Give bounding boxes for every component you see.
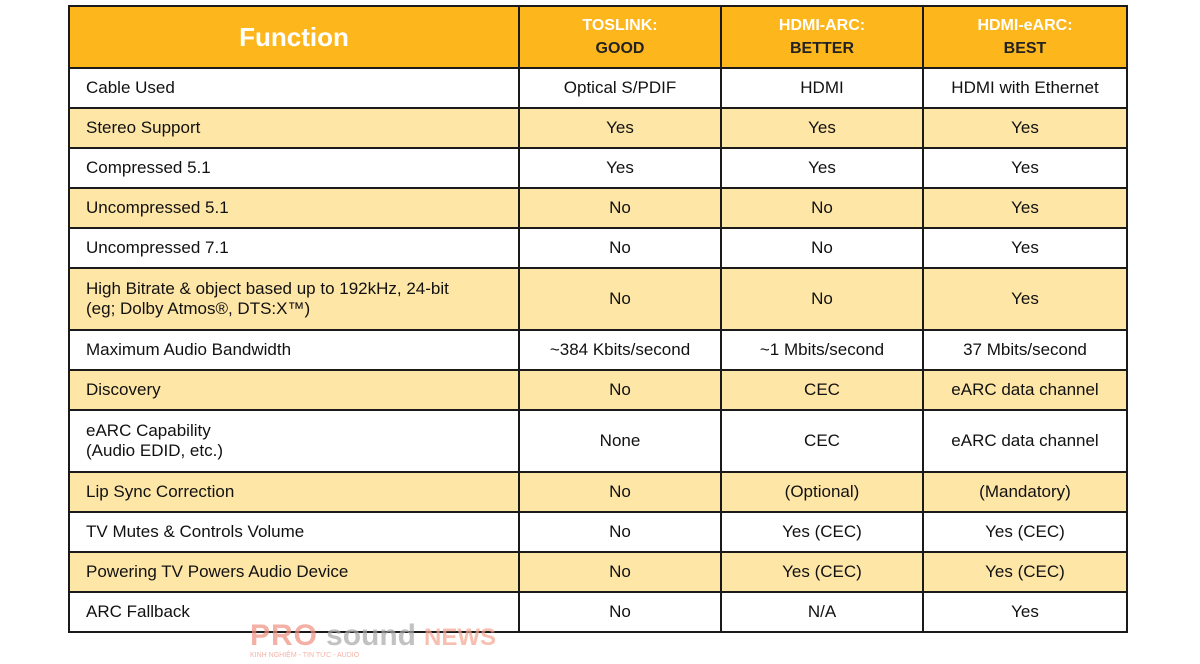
- value-cell: Yes: [922, 591, 1128, 633]
- table-row: Uncompressed 5.1 No No Yes: [68, 187, 1128, 229]
- column-name: HDMI-eARC:: [977, 17, 1073, 34]
- function-label: High Bitrate & object based up to 192kHz…: [86, 279, 449, 298]
- table-row: eARC Capability (Audio EDID, etc.) None CEC…: [68, 409, 1128, 473]
- table-row: ARC Fallback No N/A Yes: [68, 591, 1128, 633]
- value-cell: Yes (CEC): [720, 551, 924, 593]
- value-cell: Yes (CEC): [720, 511, 924, 553]
- function-cell: Discovery: [68, 369, 520, 411]
- logo-tagline: KINH NGHIỆM - TIN TỨC - AUDIO: [250, 652, 360, 659]
- value-cell: Yes: [720, 147, 924, 189]
- value-cell: No: [518, 267, 722, 331]
- value-cell: CEC: [720, 369, 924, 411]
- function-cell: TV Mutes & Controls Volume: [68, 511, 520, 553]
- function-cell: ARC Fallback: [68, 591, 520, 633]
- function-label: Discovery: [86, 380, 161, 399]
- value-cell: Yes (CEC): [922, 511, 1128, 553]
- function-label: Uncompressed 5.1: [86, 198, 229, 217]
- function-label: eARC Capability: [86, 421, 211, 440]
- function-label: TV Mutes & Controls Volume: [86, 522, 305, 541]
- value-cell: Yes: [518, 107, 722, 149]
- value-cell: No: [518, 187, 722, 229]
- value-cell: No: [518, 227, 722, 269]
- function-cell: eARC Capability (Audio EDID, etc.): [68, 409, 520, 473]
- table-row: Lip Sync Correction No (Optional) (Mandator…: [68, 471, 1128, 513]
- value-cell: eARC data channel: [922, 369, 1128, 411]
- column-name: TOSLINK:: [582, 17, 658, 34]
- function-cell: Lip Sync Correction: [68, 471, 520, 513]
- function-label: Stereo Support: [86, 118, 201, 137]
- value-cell: N/A: [720, 591, 924, 633]
- value-cell: eARC data channel: [922, 409, 1128, 473]
- value-cell: No: [518, 591, 722, 633]
- column-rating: GOOD: [595, 40, 645, 57]
- header-row: Function TOSLINK: GOOD HDMI-ARC: BETTER HD…: [68, 5, 1128, 69]
- value-cell: No: [720, 267, 924, 331]
- value-cell: Yes: [518, 147, 722, 189]
- value-cell: None: [518, 409, 722, 473]
- value-cell: CEC: [720, 409, 924, 473]
- table-row: Uncompressed 7.1 No No Yes: [68, 227, 1128, 269]
- table-row: Discovery No CEC eARC data channel: [68, 369, 1128, 411]
- function-cell: Compressed 5.1: [68, 147, 520, 189]
- value-cell: HDMI with Ethernet: [922, 67, 1128, 109]
- function-label: Powering TV Powers Audio Device: [86, 562, 349, 581]
- table-row: Maximum Audio Bandwidth ~384 Kbits/second…: [68, 329, 1128, 371]
- header-function: Function: [68, 5, 520, 69]
- value-cell: Yes: [922, 147, 1128, 189]
- function-cell: Uncompressed 7.1: [68, 227, 520, 269]
- column-rating: BETTER: [790, 40, 854, 57]
- function-cell: Uncompressed 5.1: [68, 187, 520, 229]
- function-label: ARC Fallback: [86, 602, 190, 621]
- header-hdmi-arc: HDMI-ARC: BETTER: [720, 5, 924, 69]
- value-cell: (Mandatory): [922, 471, 1128, 513]
- function-cell: Stereo Support: [68, 107, 520, 149]
- table-row: TV Mutes & Controls Volume No Yes (CEC) Yes…: [68, 511, 1128, 553]
- value-cell: Yes: [922, 267, 1128, 331]
- value-cell: No: [720, 227, 924, 269]
- value-cell: ~384 Kbits/second: [518, 329, 722, 371]
- column-name: HDMI-ARC:: [778, 17, 866, 34]
- function-label: Maximum Audio Bandwidth: [86, 340, 292, 359]
- value-cell: No: [720, 187, 924, 229]
- table-row: High Bitrate & object based up to 192kHz…: [68, 267, 1128, 331]
- function-cell: Maximum Audio Bandwidth: [68, 329, 520, 371]
- value-cell: 37 Mbits/second: [922, 329, 1128, 371]
- function-label: (eg; Dolby Atmos®, DTS:X™): [86, 299, 311, 318]
- value-cell: No: [518, 471, 722, 513]
- table-row: Cable Used Optical S/PDIF HDMI HDMI with Et…: [68, 67, 1128, 109]
- comparison-table: Function TOSLINK: GOOD HDMI-ARC: BETTER HD…: [68, 5, 1128, 633]
- value-cell: Yes: [922, 227, 1128, 269]
- value-cell: No: [518, 511, 722, 553]
- function-label: Compressed 5.1: [86, 158, 211, 177]
- function-label: Uncompressed 7.1: [86, 238, 229, 257]
- value-cell: ~1 Mbits/second: [720, 329, 924, 371]
- table-row: Stereo Support Yes Yes Yes: [68, 107, 1128, 149]
- value-cell: No: [518, 369, 722, 411]
- value-cell: HDMI: [720, 67, 924, 109]
- table-row: Powering TV Powers Audio Device No Yes (CE…: [68, 551, 1128, 593]
- value-cell: No: [518, 551, 722, 593]
- function-cell: High Bitrate & object based up to 192kHz…: [68, 267, 520, 331]
- column-rating: BEST: [1003, 40, 1047, 57]
- function-label: Cable Used: [86, 78, 175, 97]
- value-cell: (Optional): [720, 471, 924, 513]
- header-hdmi-earc: HDMI-eARC: BEST: [922, 5, 1128, 69]
- function-label: Lip Sync Correction: [86, 482, 235, 501]
- function-label: (Audio EDID, etc.): [86, 441, 223, 460]
- value-cell: Optical S/PDIF: [518, 67, 722, 109]
- function-cell: Powering TV Powers Audio Device: [68, 551, 520, 593]
- value-cell: Yes (CEC): [922, 551, 1128, 593]
- value-cell: Yes: [720, 107, 924, 149]
- function-cell: Cable Used: [68, 67, 520, 109]
- header-toslink: TOSLINK: GOOD: [518, 5, 722, 69]
- value-cell: Yes: [922, 187, 1128, 229]
- table-row: Compressed 5.1 Yes Yes Yes: [68, 147, 1128, 189]
- value-cell: Yes: [922, 107, 1128, 149]
